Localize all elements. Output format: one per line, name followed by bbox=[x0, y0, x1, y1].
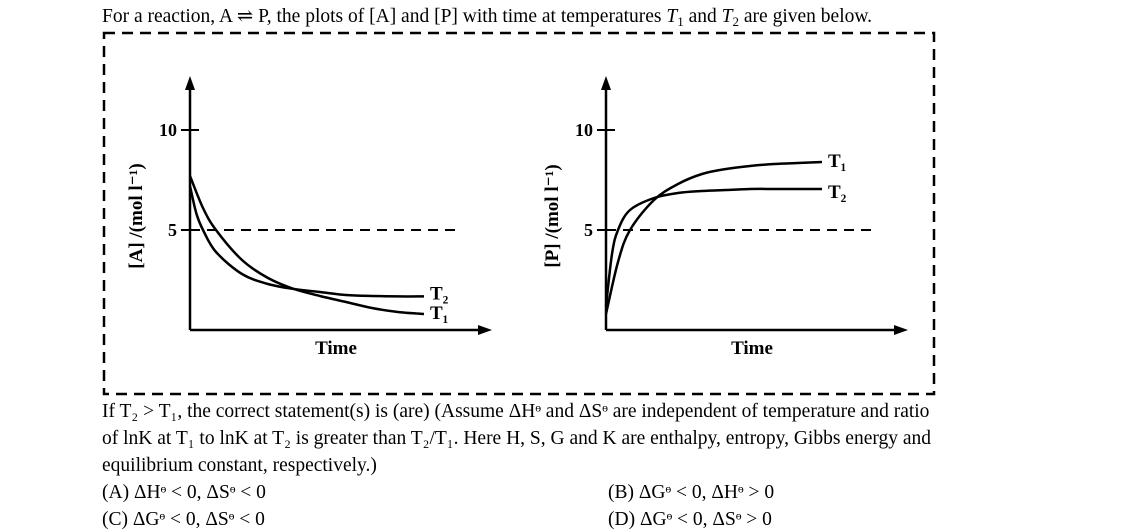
question-text: For a reaction, A ⇌ P, the plots of [A] … bbox=[102, 6, 872, 28]
y-tick-label: 10 bbox=[159, 120, 177, 140]
temp-t1-symbol: T bbox=[666, 6, 678, 27]
option-c[interactable]: (C) ΔGᶱ < 0, ΔSᶱ < 0 bbox=[102, 509, 265, 530]
series-line-t2 bbox=[604, 187, 822, 307]
series-label-t2: T₂ bbox=[430, 283, 449, 304]
chart-panel-2: 5 10 Time [P] /(mol l⁻¹) T₁ T₂ bbox=[542, 76, 908, 359]
figure-dashed-border bbox=[102, 31, 936, 396]
y-axis-label: [P] /(mol l⁻¹) bbox=[542, 164, 563, 267]
series-label-t1: T₁ bbox=[828, 151, 846, 172]
temp-t1-subscript: 1 bbox=[677, 14, 684, 29]
temp-t2-subscript: 2 bbox=[732, 14, 740, 29]
x-axis-label: Time bbox=[731, 338, 773, 359]
series-label-t1: T₁ bbox=[430, 303, 448, 324]
statement-line-3: equilibrium constant, respectively.) bbox=[102, 455, 377, 476]
equilibrium-arrow: ⇌ bbox=[236, 6, 254, 27]
question-part-1: For a reaction, A bbox=[102, 6, 237, 27]
y-tick-label: 10 bbox=[575, 120, 593, 140]
series-line-t2 bbox=[188, 185, 425, 298]
series-label-t2: T₂ bbox=[828, 182, 847, 203]
statement-line-1: If T₂ > T₁, the correct statement(s) is … bbox=[102, 401, 930, 422]
x-axis-arrowhead bbox=[478, 325, 492, 335]
y-axis-label: [A] /(mol l⁻¹) bbox=[126, 163, 147, 268]
y-axis-arrowhead bbox=[601, 76, 611, 90]
statement-line-2: of lnK at T₁ to lnK at T₂ is greater tha… bbox=[102, 428, 932, 449]
series-line-t1 bbox=[188, 175, 425, 316]
question-part-3: are given below. bbox=[739, 6, 873, 27]
y-tick-label: 5 bbox=[584, 220, 593, 240]
option-b[interactable]: (B) ΔGᶱ < 0, ΔHᶱ > 0 bbox=[608, 482, 775, 503]
question-part-2: P, the plots of [A] and [P] with time at… bbox=[253, 6, 667, 27]
series-line-t1 bbox=[604, 160, 823, 315]
temp-t2-symbol: T bbox=[721, 6, 733, 27]
x-axis-arrowhead bbox=[894, 325, 908, 335]
option-a[interactable]: (A) ΔHᶱ < 0, ΔSᶱ < 0 bbox=[102, 482, 266, 503]
x-axis-label: Time bbox=[315, 338, 357, 359]
question-and: and bbox=[683, 6, 722, 27]
y-axis-arrowhead bbox=[185, 76, 195, 90]
y-tick-label: 5 bbox=[168, 220, 177, 240]
option-d[interactable]: (D) ΔGᶱ < 0, ΔSᶱ > 0 bbox=[608, 509, 772, 530]
